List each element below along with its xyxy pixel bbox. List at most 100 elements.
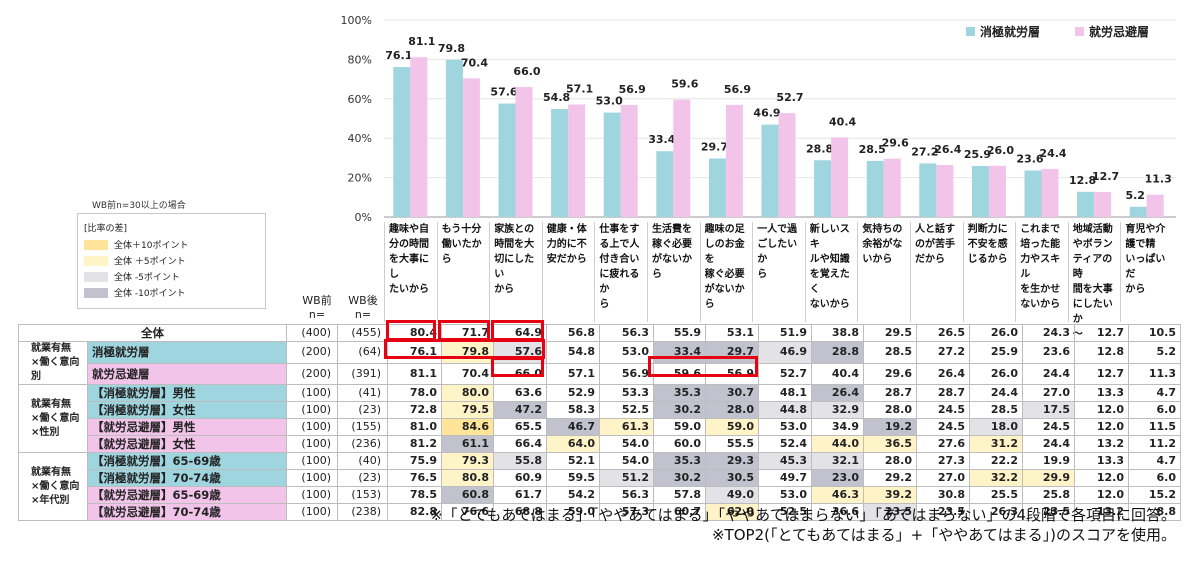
value-cell: 56.9: [706, 363, 759, 385]
data-table: 全体 (400) (455) 80.4 71.7 64.9 56.8 56.3 55.9 53.1…: [18, 324, 1181, 521]
value-cell: 80.4: [388, 325, 442, 342]
value-cell: 54.2: [547, 487, 600, 504]
diff-swatch: [84, 240, 108, 250]
category-label-line: 護で精: [1125, 237, 1173, 252]
value-cell: 29.7: [706, 342, 759, 364]
category-label-line: 付き合い: [599, 252, 647, 267]
value-cell: 53.0: [600, 342, 654, 364]
category-label: 仕事をす る上で人 付き合い に疲れるから: [594, 222, 647, 322]
category-label-line: たいから: [389, 282, 437, 297]
diff-label: 全体 ＋5ポイント: [114, 254, 186, 267]
category-label-line: これまで: [1020, 222, 1068, 237]
value-cell: 78.5: [388, 487, 442, 504]
value-cell: 48.1: [759, 385, 812, 402]
value-cell: 45.3: [759, 453, 812, 470]
y-tick-label: 80%: [348, 53, 372, 66]
row-group-label: 就業有無 ×働く意向 ×性別: [19, 385, 88, 453]
value-cell: 13.3: [1075, 385, 1129, 402]
category-label-line: から: [1125, 282, 1173, 297]
data-label: 56.9: [724, 83, 751, 96]
category-label-line: 時間を大: [494, 237, 542, 252]
bar: [831, 137, 848, 217]
value-cell: 26.4: [917, 363, 970, 385]
value-cell: 71.7: [442, 325, 494, 342]
data-label: 46.9: [753, 107, 780, 120]
table-row: 全体 (400) (455) 80.4 71.7 64.9 56.8 56.3 55.9 53.1…: [19, 325, 1181, 342]
value-cell: 59.0: [706, 419, 759, 436]
y-tick-label: 60%: [348, 93, 372, 106]
value-cell: 78.0: [388, 385, 442, 402]
category-label-line: 家族との: [494, 222, 542, 237]
row-label: 【消極就労層】70-74歳: [88, 470, 287, 487]
value-cell: 5.2: [1129, 342, 1181, 364]
wb-after-label: WB後: [338, 294, 388, 308]
value-cell: 32.2: [970, 470, 1023, 487]
category-label-line: しのお金を: [705, 237, 753, 267]
value-cell: 27.3: [917, 453, 970, 470]
value-cell: 28.0: [706, 402, 759, 419]
diff-swatch: [84, 256, 108, 266]
value-cell: 27.0: [1023, 385, 1075, 402]
value-cell: 79.3: [442, 453, 494, 470]
value-cell: 13.3: [1075, 453, 1129, 470]
bar: [516, 87, 533, 217]
value-cell: 24.3: [1023, 325, 1075, 342]
value-cell: 51.9: [759, 325, 812, 342]
diff-legend-item: 全体 -10ポイント: [84, 286, 186, 299]
category-label-line: 不安を感: [968, 237, 1016, 252]
n-label: n=: [338, 308, 388, 322]
bar: [919, 163, 936, 217]
category-label: 人と話す のが苦手 だから: [910, 222, 963, 322]
category-label-line: 余裕がな: [862, 237, 910, 252]
y-tick-label: 100%: [341, 14, 372, 27]
value-cell: 30.2: [654, 470, 706, 487]
category-label-line: ないから: [1020, 297, 1068, 312]
category-label: 一人で過 ごしたいから: [752, 222, 805, 322]
row-label: 【就労忌避層】女性: [88, 436, 287, 453]
category-label-line: 趣味の足: [705, 222, 753, 237]
category-label: 新しいスキ ルや知識 を覚えたく ないから: [805, 222, 858, 322]
value-cell: 19.2: [864, 419, 917, 436]
value-cell: 26.0: [970, 363, 1023, 385]
value-cell: 61.3: [600, 419, 654, 436]
value-cell: 24.4: [970, 385, 1023, 402]
value-cell: 19.9: [1023, 453, 1075, 470]
table-row: 【消極就労層】女性 (100) (23) 72.8 79.5 47.2 58.3 52.5 30…: [19, 402, 1181, 419]
value-cell: 57.6: [494, 342, 547, 364]
footnote-1: ※「とてもあてはまる」「ややあてはまる」「ややあてはまらない」「あてはまらない」…: [430, 504, 1176, 525]
row-label: 【就労忌避層】70-74歳: [88, 504, 287, 521]
wb-rule-note: WB前n=30以上の場合: [92, 198, 186, 211]
bar: [621, 105, 638, 217]
diff-label: 全体＋10ポイント: [114, 238, 188, 251]
data-label: 5.2: [1125, 189, 1145, 202]
value-cell: 28.7: [864, 385, 917, 402]
data-label: 33.4: [648, 133, 675, 146]
n-label: n=: [292, 308, 342, 322]
category-label-line: 育児や介: [1125, 222, 1173, 237]
value-cell: 25.9: [970, 342, 1023, 364]
value-cell: 76.1: [388, 342, 442, 364]
legend-label: 就労忌避層: [1089, 24, 1149, 39]
value-cell: 54.8: [547, 342, 600, 364]
value-cell: 49.7: [759, 470, 812, 487]
value-cell: 34.9: [812, 419, 864, 436]
data-label: 12.7: [1092, 170, 1119, 183]
n-cell: (23): [338, 402, 388, 419]
category-label-line: じるから: [968, 252, 1016, 267]
bar: [1094, 192, 1111, 217]
bar: [884, 159, 901, 217]
category-label: 健康・体 力的に不 安だから: [542, 222, 595, 322]
data-label: 11.3: [1145, 173, 1172, 186]
bar: [989, 166, 1006, 217]
legend-swatch: [1075, 27, 1084, 36]
value-cell: 24.5: [1023, 419, 1075, 436]
category-label-line: ルや知識: [810, 252, 858, 267]
n-cell: (155): [338, 419, 388, 436]
bar: [867, 161, 884, 217]
category-label-line: ないから: [810, 297, 858, 312]
n-cell: (100): [287, 470, 338, 487]
value-cell: 76.5: [388, 470, 442, 487]
category-label: 判断力に 不安を感 じるから: [963, 222, 1016, 322]
bar: [709, 158, 726, 217]
value-cell: 6.0: [1129, 470, 1181, 487]
